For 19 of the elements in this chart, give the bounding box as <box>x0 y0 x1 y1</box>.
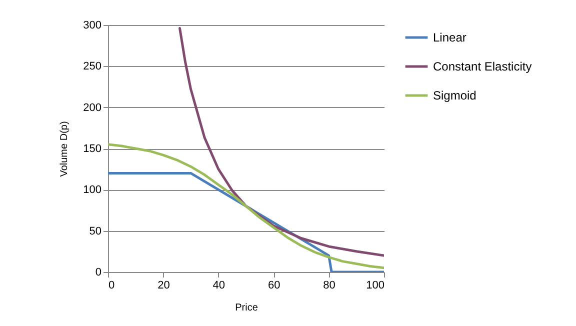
legend-label: Linear <box>433 30 466 44</box>
y-tick-label: 0 <box>95 266 102 278</box>
x-tick-label: 60 <box>268 280 280 292</box>
x-tick-label: 0 <box>108 280 115 292</box>
y-tick-label: 50 <box>89 225 102 238</box>
y-tick-label: 200 <box>83 102 102 114</box>
x-tick-label: 20 <box>158 280 170 292</box>
x-tick-label: 40 <box>212 280 226 292</box>
legend-label: Constant Elasticity <box>433 60 532 74</box>
y-axis-title: Volume D(p) <box>59 121 70 177</box>
legend-label: Sigmoid <box>433 88 476 102</box>
x-axis-title: Price <box>235 302 258 314</box>
x-tick-label: 80 <box>323 280 336 292</box>
y-tick-label: 250 <box>83 60 102 73</box>
y-tick-label: 100 <box>83 184 102 196</box>
line-series <box>178 27 384 257</box>
y-tick-label: 300 <box>83 20 102 32</box>
x-tick-label: 100 <box>366 280 384 292</box>
y-tick-label: 150 <box>83 143 102 155</box>
